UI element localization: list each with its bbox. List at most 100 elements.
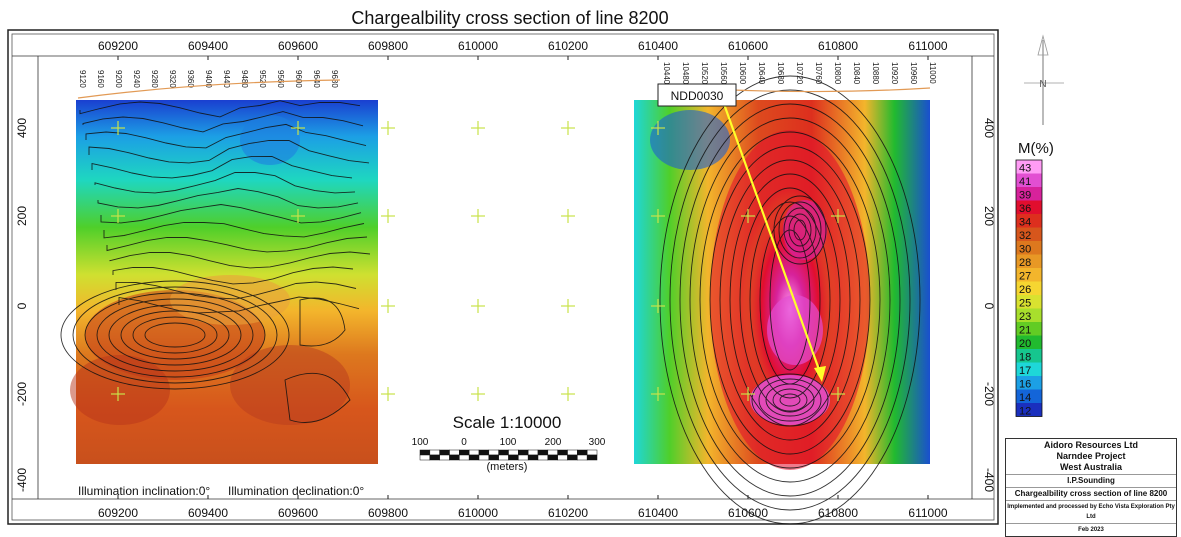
station-label: 10840 [852, 62, 861, 85]
legend-swatch [1016, 403, 1042, 417]
legend-value: 18 [1019, 352, 1031, 364]
legend-value: 26 [1019, 284, 1031, 296]
x-tick-bottom: 609200 [98, 506, 138, 520]
station-label: 10560 [719, 62, 728, 85]
station-label: 9280 [150, 70, 159, 88]
x-tick-bottom: 609800 [368, 506, 408, 520]
legend-value: 32 [1019, 230, 1031, 242]
title-block: Aidoro Resources Ltd Narndee Project Wes… [1005, 438, 1177, 537]
x-tick-bottom: 610200 [548, 506, 588, 520]
scale-tick: 100 [412, 437, 429, 448]
x-tick-bottom: 610600 [728, 506, 768, 520]
y-axis: 400 200 0 -200 -400 400 200 0 -200 -400 [15, 118, 996, 493]
station-label: 9640 [312, 70, 321, 88]
legend-value: 36 [1019, 203, 1031, 215]
legend-title: M(%) [1018, 140, 1054, 157]
legend-value: 23 [1019, 311, 1031, 323]
x-tick-top: 609400 [188, 39, 228, 53]
legend-value: 39 [1019, 190, 1031, 202]
legend-value: 34 [1019, 217, 1031, 229]
station-label: 10800 [833, 62, 842, 85]
x-tick-top: 610400 [638, 39, 678, 53]
legend-swatch [1016, 241, 1042, 255]
y-tick-left: 400 [15, 118, 29, 138]
section-label: Chargealbility cross section of line 820… [1006, 488, 1176, 501]
station-label: 9680 [330, 70, 339, 88]
credit-label: Implemented and processed by Echo Vista … [1006, 501, 1176, 524]
legend-swatch [1016, 173, 1042, 187]
x-tick-bottom: 610000 [458, 506, 498, 520]
scale-unit: (meters) [487, 461, 528, 473]
legend-value: 27 [1019, 271, 1031, 283]
scale-tick: 100 [500, 437, 517, 448]
station-label: 10520 [700, 62, 709, 85]
left-section [60, 100, 378, 464]
x-tick-top: 609200 [98, 39, 138, 53]
station-label: 9160 [96, 70, 105, 88]
station-label: 9480 [240, 70, 249, 88]
x-tick-top: 610800 [818, 39, 858, 53]
x-tick-bottom: 609400 [188, 506, 228, 520]
legend-swatch [1016, 322, 1042, 336]
y-tick-right: 400 [982, 118, 996, 138]
x-tick-top: 609600 [278, 39, 318, 53]
legend-swatch [1016, 376, 1042, 390]
station-label: 9360 [186, 70, 195, 88]
y-tick-right: -400 [982, 468, 996, 492]
station-label: 9520 [258, 70, 267, 88]
legend-value: 30 [1019, 244, 1031, 256]
scale-tick: 200 [545, 437, 562, 448]
station-label: 10440 [662, 62, 671, 85]
x-tick-top: 610000 [458, 39, 498, 53]
station-label: 10920 [890, 62, 899, 85]
legend-value: 12 [1019, 406, 1031, 418]
station-label: 9600 [294, 70, 303, 88]
y-tick-right: 0 [982, 303, 996, 310]
station-label: 10880 [871, 62, 880, 85]
station-label: 10600 [738, 62, 747, 85]
drillhole-trace [722, 103, 824, 379]
method-label: I.P.Sounding [1006, 475, 1176, 488]
station-label: 9120 [78, 70, 87, 88]
north-arrow-icon: N [1024, 34, 1064, 125]
y-tick-left: -200 [15, 382, 29, 406]
x-tick-bottom: 610800 [818, 506, 858, 520]
legend-value: 28 [1019, 257, 1031, 269]
station-label: 10720 [795, 62, 804, 85]
station-label: 10760 [814, 62, 823, 85]
drillhole-label-box [657, 83, 737, 107]
legend-swatch [1016, 268, 1042, 282]
legend-swatch [1016, 295, 1042, 309]
x-axis: 609200 609200 609400 609400 609600 609600 6098… [98, 39, 948, 520]
x-tick-bottom: 611000 [908, 506, 947, 520]
drillhole-label: NDD0030 [671, 89, 724, 103]
y-tick-right: -200 [982, 382, 996, 406]
station-label: 9400 [204, 70, 213, 88]
x-tick-bottom: 609600 [278, 506, 318, 520]
svg-text:N: N [1039, 79, 1046, 90]
scale-tick: 300 [589, 437, 606, 448]
scale-tick: 0 [461, 437, 467, 448]
legend-swatch [1016, 335, 1042, 349]
station-label: 10680 [776, 62, 785, 85]
legend-swatch [1016, 389, 1042, 403]
illumination-inclination: Illumination inclination:0° [78, 484, 210, 498]
scale-bar: Scale 1:10000 100 0 100 200 300 (meters) [412, 413, 606, 473]
x-tick-top: 609800 [368, 39, 408, 53]
legend-value: 16 [1019, 379, 1031, 391]
drillhole-arrowhead [814, 366, 826, 382]
legend-value: 17 [1019, 365, 1031, 377]
legend-swatch [1016, 227, 1042, 241]
legend-swatch [1016, 187, 1042, 201]
y-tick-left: -400 [15, 468, 29, 492]
x-tick-top: 610600 [728, 39, 768, 53]
station-label: 9440 [222, 70, 231, 88]
legend-value: 20 [1019, 338, 1031, 350]
legend-value: 21 [1019, 325, 1031, 337]
date-label: Feb 2023 [1078, 527, 1104, 533]
company-name: Aidoro Resources Ltd Narndee Project Wes… [1006, 439, 1176, 475]
outer-frame [7, 29, 999, 525]
y-tick-left: 0 [15, 302, 29, 309]
